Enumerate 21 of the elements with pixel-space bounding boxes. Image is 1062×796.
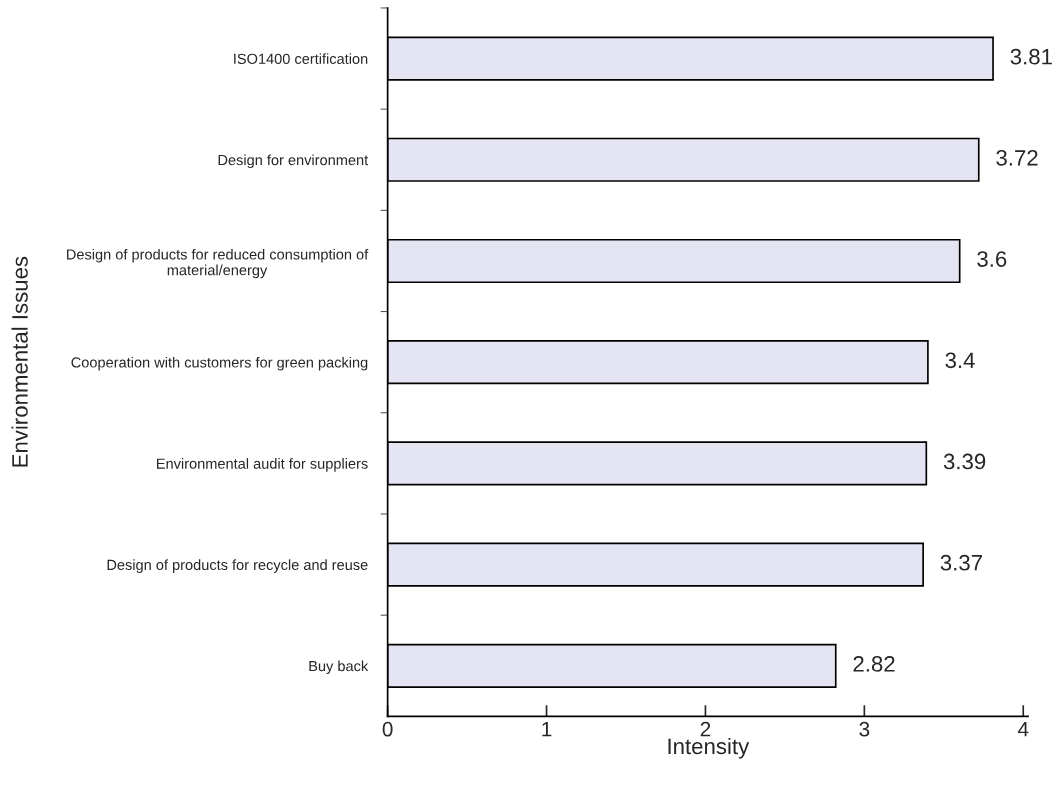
y-tick-label: Cooperation with customers for green packing <box>71 356 368 371</box>
data-label: 3.72 <box>996 150 1038 166</box>
y-axis-title: Environmental Issues <box>11 256 28 467</box>
data-label: 2.82 <box>853 656 895 672</box>
data-label: 3.6 <box>977 251 1007 267</box>
y-tick-label: Buy back <box>309 660 369 675</box>
x-tick-label: 4 <box>1017 722 1029 737</box>
y-tick-label: ISO1400 certification <box>234 53 368 64</box>
x-tick-label: 3 <box>859 721 870 737</box>
data-label: 3.37 <box>940 554 982 571</box>
y-tick-label: Design of products for recycle and reuse <box>107 559 368 573</box>
x-axis-title: Intensity <box>668 737 750 759</box>
data-label: 3.81 <box>1010 48 1052 65</box>
x-tick-label: 0 <box>382 721 393 737</box>
data-label: 3.4 <box>945 352 975 369</box>
x-tick-label: 2 <box>700 721 711 737</box>
y-tick-label: Design of products for reduced consumption of material/energy <box>67 248 369 279</box>
data-label: 3.39 <box>943 453 986 470</box>
x-tick-label: 1 <box>542 722 552 737</box>
y-tick-label: Environmental audit for suppliers <box>157 458 368 472</box>
y-tick-label: Design for environment <box>218 154 369 169</box>
